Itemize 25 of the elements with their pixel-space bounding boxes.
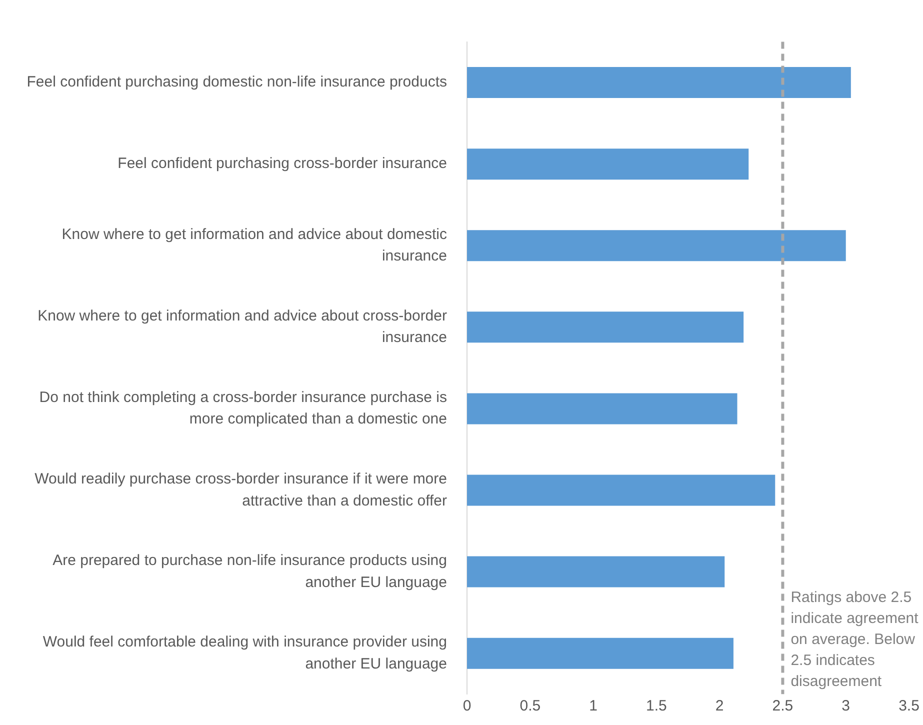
bar [467, 393, 738, 424]
x-tick-label: 3.5 [898, 697, 920, 714]
x-tick-label: 2.5 [772, 697, 794, 714]
x-tick-label: 1 [589, 697, 598, 714]
y-tick-label: Feel confident purchasing cross-border insurance [118, 155, 447, 172]
bar [467, 312, 744, 343]
y-tick-label: Do not think completing a cross-border insurance purchase is more complicated than a domestic one [39, 388, 447, 428]
bar [467, 67, 851, 98]
x-tick-label: 0.5 [520, 697, 541, 714]
bar [467, 230, 846, 262]
ref-line-label: Ratings above 2.5 indicate agreement on average. Below 2.5 indicates disagreement [790, 589, 920, 690]
y-tick-label: Know where to get information and advice about cross-border insurance [38, 307, 447, 346]
bar [467, 474, 776, 506]
y-tick-label: Would readily purchase cross-border insurance if it were more attractive than a domestic offer [34, 470, 447, 510]
bar [467, 638, 734, 669]
x-tick-label: 1.5 [646, 697, 667, 714]
x-tick-label: 2 [715, 697, 724, 714]
bar [467, 148, 749, 180]
y-tick-label: Are prepared to purchase non-life insurance products using another EU language [52, 552, 447, 591]
y-tick-label: Know where to get information and advice about domestic insurance [62, 226, 448, 265]
y-tick-label: Feel confident purchasing domestic non-life insurance products [26, 74, 447, 91]
x-tick-label: 0 [462, 697, 472, 714]
y-tick-label: Would feel comfortable dealing with insurance provider using another EU language [42, 634, 447, 672]
bar [467, 556, 725, 588]
x-tick-label: 3 [842, 697, 850, 714]
